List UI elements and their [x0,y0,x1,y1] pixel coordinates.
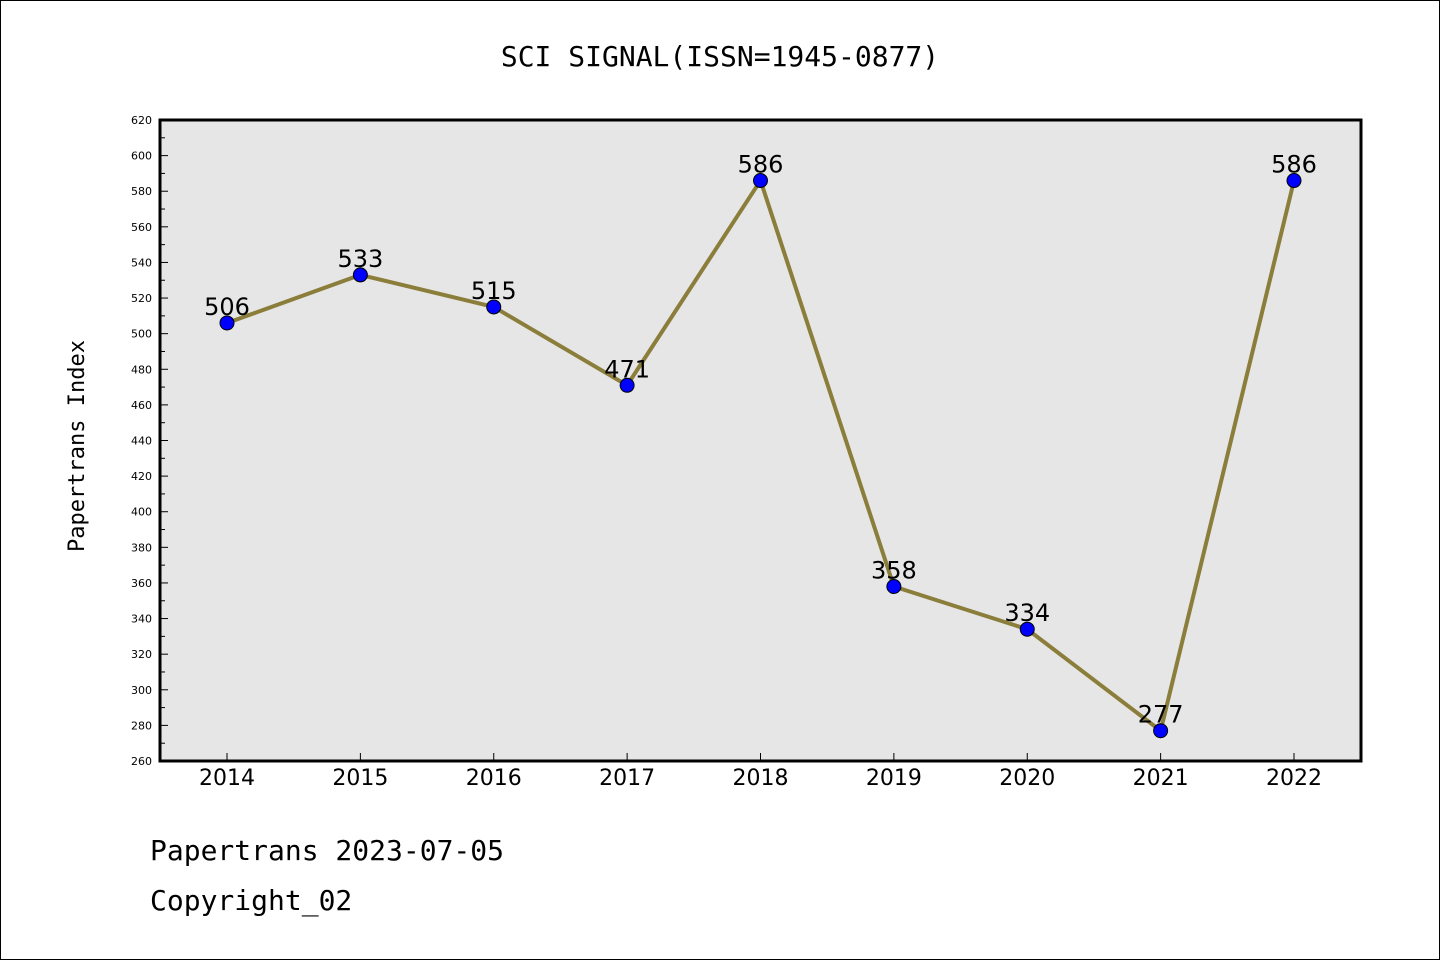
y-tick-label: 260 [131,755,152,768]
y-tick-label: 480 [131,363,152,376]
data-point [352,267,368,283]
data-point [219,315,235,331]
footer-date: Papertrans 2023-07-05 [150,834,505,867]
y-tick-label: 300 [131,684,152,697]
data-point [1019,621,1035,637]
y-tick-label: 500 [131,328,152,341]
y-tick-label: 520 [131,292,152,305]
y-tick-label: 440 [131,435,152,448]
footer-copyright: Copyright_02 [150,884,353,917]
plot-area [158,118,1363,763]
data-point [1286,173,1302,189]
y-tick-label: 580 [131,185,152,198]
y-tick-label: 460 [131,399,152,412]
x-tick-label: 2017 [599,766,655,791]
data-label: 334 [1004,599,1050,627]
y-tick-label: 620 [131,114,152,127]
data-label: 533 [337,245,383,273]
data-point [619,377,635,393]
x-tick-label: 2015 [332,766,388,791]
y-axis-label: Papertrans Index [65,340,90,552]
data-label: 358 [871,557,917,585]
y-tick-label: 280 [131,719,152,732]
data-labels: 506 533 515 471 586 358 334 277 586 [204,151,1317,729]
y-tick-label: 320 [131,648,152,661]
x-tick-label: 2016 [466,766,522,791]
y-tick-label: 540 [131,256,152,269]
y-tick-label: 560 [131,221,152,234]
x-tick-label: 2021 [1133,766,1189,791]
data-label: 586 [1271,151,1317,179]
data-point [486,299,502,315]
x-tick-label: 2018 [733,766,789,791]
data-label: 586 [738,151,784,179]
data-label: 471 [604,355,650,383]
y-tick-label: 420 [131,470,152,483]
x-tick-label: 2014 [199,766,255,791]
x-axis: 2014 2015 2016 2017 2018 2019 2020 2021 2022 [199,753,1322,791]
y-tick-label: 360 [131,577,152,590]
data-label: 506 [204,293,250,321]
x-tick-label: 2019 [866,766,922,791]
x-tick-label: 2022 [1266,766,1322,791]
series-papertrans-index [219,173,1302,739]
data-label: 277 [1138,701,1184,729]
y-tick-label: 340 [131,613,152,626]
data-point [753,173,768,189]
y-tick-label: 380 [131,541,152,554]
y-tick-label: 600 [131,150,152,163]
data-point [886,579,902,595]
data-point [1153,723,1169,739]
x-tick-label: 2020 [999,766,1055,791]
data-label: 515 [471,277,517,305]
y-tick-label: 400 [131,506,152,519]
chart-title: SCI SIGNAL(ISSN=1945-0877) [501,40,939,73]
y-axis: 260 280 300 320 340 360 380 400 420 440 460 480 500 5… [131,114,168,768]
